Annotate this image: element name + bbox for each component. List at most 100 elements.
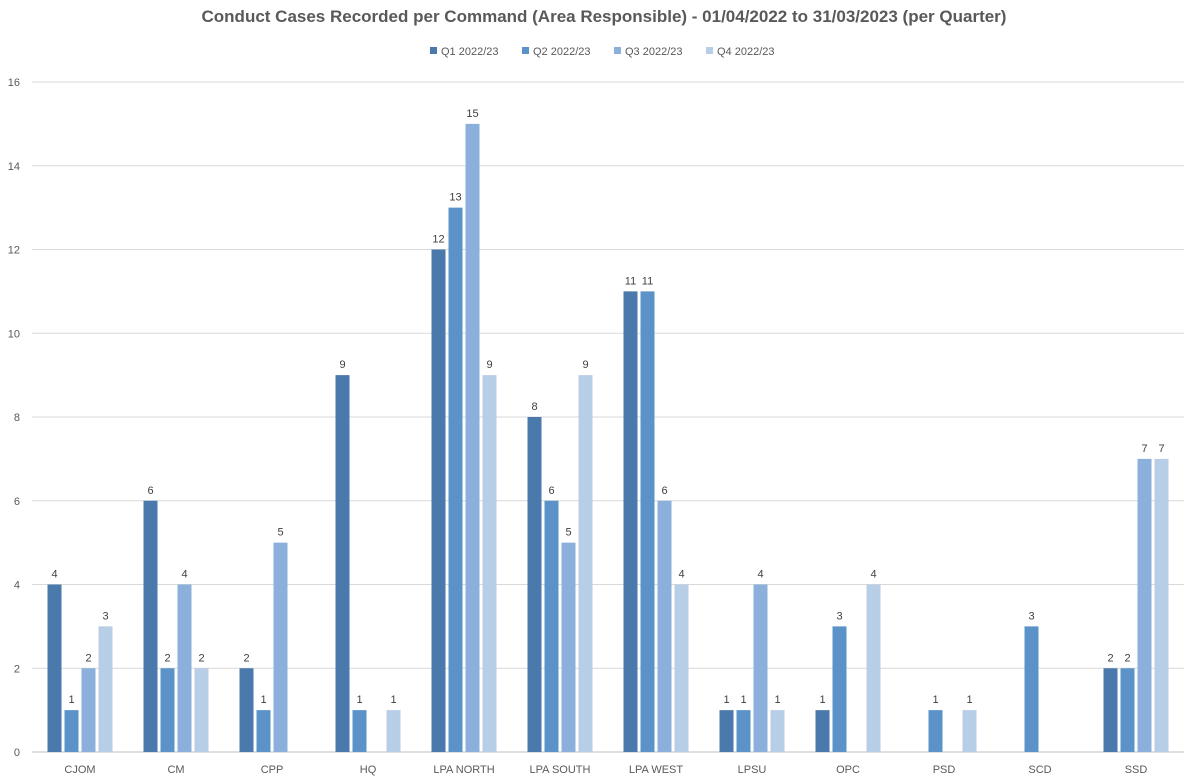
data-label: 1 bbox=[356, 694, 362, 706]
x-tick-label-opc: OPC bbox=[836, 764, 860, 776]
data-label: 4 bbox=[181, 569, 187, 581]
bar-cpp-q2 bbox=[256, 710, 271, 752]
bar-lpa-south-q3 bbox=[561, 542, 576, 752]
bar-lpa-west-q4 bbox=[674, 584, 689, 752]
data-label: 9 bbox=[582, 359, 588, 371]
y-tick-label: 6 bbox=[14, 496, 20, 508]
bar-ssd-q4 bbox=[1154, 458, 1169, 752]
bar-cpp-q3 bbox=[273, 542, 288, 752]
data-label: 15 bbox=[466, 108, 478, 120]
data-label: 5 bbox=[565, 527, 571, 539]
data-label: 2 bbox=[1107, 652, 1113, 664]
data-label: 3 bbox=[102, 610, 108, 622]
bar-ssd-q3 bbox=[1137, 458, 1152, 752]
x-tick-label-lpa-north: LPA NORTH bbox=[433, 764, 494, 776]
data-label: 1 bbox=[390, 694, 396, 706]
bar-lpsu-q3 bbox=[753, 584, 768, 752]
bar-ssd-q1 bbox=[1103, 668, 1118, 752]
legend-label-q2-2022-23: Q2 2022/23 bbox=[533, 46, 591, 58]
legend-label-q1-2022-23: Q1 2022/23 bbox=[441, 46, 499, 58]
y-tick-label: 2 bbox=[14, 663, 20, 675]
data-label: 11 bbox=[642, 275, 653, 287]
x-tick-label-cm: CM bbox=[167, 764, 184, 776]
data-label: 6 bbox=[661, 485, 667, 497]
data-label: 6 bbox=[548, 485, 554, 497]
data-label: 1 bbox=[740, 694, 746, 706]
data-label: 1 bbox=[774, 694, 780, 706]
bar-lpa-north-q4 bbox=[482, 375, 497, 752]
data-label: 4 bbox=[678, 569, 684, 581]
bar-scd-q2 bbox=[1024, 626, 1039, 752]
bar-ssd-q2 bbox=[1120, 668, 1135, 752]
data-label: 4 bbox=[757, 569, 763, 581]
x-tick-label-ssd: SSD bbox=[1125, 764, 1148, 776]
data-label: 9 bbox=[486, 359, 492, 371]
bar-cm-q3 bbox=[177, 584, 192, 752]
y-tick-label: 0 bbox=[14, 747, 20, 759]
bar-cjom-q2 bbox=[64, 710, 79, 752]
y-axis: 0 2 4 6 8 10 12 14 16 bbox=[8, 77, 20, 759]
x-tick-label-hq: HQ bbox=[360, 764, 377, 776]
bar-lpa-south-q4 bbox=[578, 375, 593, 752]
gridlines bbox=[32, 81, 1184, 753]
data-label: 5 bbox=[277, 527, 283, 539]
bar-psd-q2 bbox=[928, 710, 943, 752]
bar-lpsu-q2 bbox=[736, 710, 751, 752]
bar-cjom-q3 bbox=[81, 668, 96, 752]
data-label: 4 bbox=[51, 569, 57, 581]
y-tick-label: 14 bbox=[8, 161, 20, 173]
bar-lpa-south-q2 bbox=[544, 500, 559, 752]
bars bbox=[47, 123, 1169, 752]
data-label: 2 bbox=[164, 652, 170, 664]
data-label: 1 bbox=[68, 694, 74, 706]
bar-opc-q1 bbox=[815, 710, 830, 752]
bar-lpa-south-q1 bbox=[527, 417, 542, 752]
data-label: 1 bbox=[932, 694, 938, 706]
bar-lpsu-q4 bbox=[770, 710, 785, 752]
bar-cm-q4 bbox=[194, 668, 209, 752]
data-label: 1 bbox=[723, 694, 729, 706]
data-label: 8 bbox=[531, 401, 537, 413]
bar-lpa-west-q3 bbox=[657, 500, 672, 752]
y-tick-label: 12 bbox=[8, 245, 20, 257]
x-tick-label-cpp: CPP bbox=[261, 764, 284, 776]
y-tick-label: 10 bbox=[8, 328, 20, 340]
bar-lpa-west-q2 bbox=[640, 291, 655, 752]
legend: Q1 2022/23 Q2 2022/23 Q3 2022/23 Q4 2022/23 bbox=[430, 46, 775, 58]
bar-psd-q4 bbox=[962, 710, 977, 752]
bar-hq-q4 bbox=[386, 710, 401, 752]
legend-swatch-q4-2022-23 bbox=[706, 47, 713, 54]
data-label: 3 bbox=[1028, 610, 1034, 622]
legend-swatch-q1-2022-23 bbox=[430, 47, 437, 54]
bar-lpsu-q1 bbox=[719, 710, 734, 752]
data-label: 3 bbox=[836, 610, 842, 622]
bar-opc-q4 bbox=[866, 584, 881, 752]
data-label: 13 bbox=[449, 192, 461, 204]
data-label: 1 bbox=[819, 694, 825, 706]
data-label: 9 bbox=[339, 359, 345, 371]
chart-title: Conduct Cases Recorded per Command (Area… bbox=[202, 7, 1007, 26]
bar-cm-q1 bbox=[143, 500, 158, 752]
bar-lpa-north-q1 bbox=[431, 249, 446, 752]
data-label: 4 bbox=[870, 569, 876, 581]
data-label: 2 bbox=[85, 652, 91, 664]
y-tick-label: 4 bbox=[14, 580, 20, 592]
x-axis: CJOM CM CPP HQ LPA NORTH LPA SOUTH LPA WEST LPS… bbox=[64, 764, 1147, 776]
bar-cjom-q1 bbox=[47, 584, 62, 752]
bar-cpp-q1 bbox=[239, 668, 254, 752]
data-label: 12 bbox=[432, 234, 444, 246]
x-tick-label-cjom: CJOM bbox=[64, 764, 95, 776]
bar-lpa-north-q3 bbox=[465, 123, 480, 752]
bar-cjom-q4 bbox=[98, 626, 113, 752]
bar-hq-q1 bbox=[335, 375, 350, 752]
x-tick-label-lpsu: LPSU bbox=[738, 764, 767, 776]
data-label: 2 bbox=[198, 652, 204, 664]
x-tick-label-scd: SCD bbox=[1028, 764, 1051, 776]
legend-swatch-q3-2022-23 bbox=[614, 47, 621, 54]
x-tick-label-lpa-west: LPA WEST bbox=[629, 764, 683, 776]
data-label: 7 bbox=[1158, 443, 1164, 455]
legend-label-q4-2022-23: Q4 2022/23 bbox=[717, 46, 775, 58]
x-tick-label-psd: PSD bbox=[933, 764, 956, 776]
x-tick-label-lpa-south: LPA SOUTH bbox=[530, 764, 591, 776]
